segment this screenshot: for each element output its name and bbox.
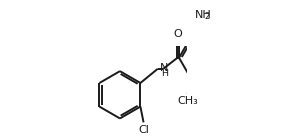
Text: NH: NH bbox=[195, 10, 212, 20]
Text: N: N bbox=[160, 63, 169, 73]
Text: Cl: Cl bbox=[138, 125, 149, 135]
Text: O: O bbox=[173, 29, 182, 39]
Text: 2: 2 bbox=[204, 12, 209, 21]
Text: H: H bbox=[161, 69, 168, 78]
Text: CH₃: CH₃ bbox=[177, 96, 198, 106]
